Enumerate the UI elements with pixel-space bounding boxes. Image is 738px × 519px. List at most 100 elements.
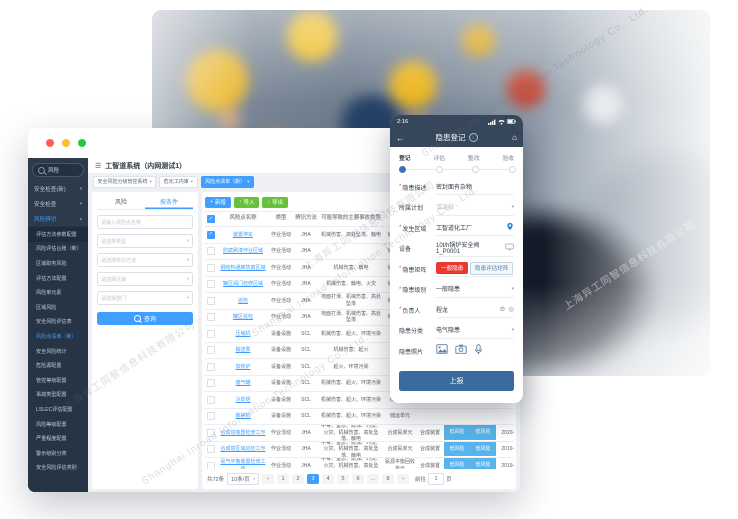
pin-icon[interactable]: [506, 222, 514, 233]
row-checkbox[interactable]: [207, 280, 215, 289]
filter-tab[interactable]: 风险: [114, 200, 127, 206]
risk-point-link[interactable]: 罐区阀门检修区域: [222, 281, 263, 287]
danger-level-button[interactable]: 一般隐患: [436, 262, 469, 275]
open-tab-chip[interactable]: 安全风险分级管控系统 ▾: [93, 175, 157, 188]
risk-point-link[interactable]: 加热炉: [235, 363, 251, 370]
device-icon[interactable]: [505, 243, 514, 253]
sidebar-group-2[interactable]: 安全检查 ▾: [28, 196, 88, 211]
sidebar-item[interactable]: 区域风险: [36, 304, 57, 311]
filter-select[interactable]: 请选择类型 ▾: [97, 234, 193, 248]
sidebar-item[interactable]: LSLEC评估配置: [36, 406, 73, 413]
row-checkbox[interactable]: [207, 346, 215, 355]
field-content[interactable]: 一般隐患 隐患评估矩阵: [436, 261, 514, 278]
risk-point-link[interactable]: 压缩机: [235, 330, 251, 337]
step-label[interactable]: 登记: [399, 156, 411, 162]
sidebar-item[interactable]: 风险点清单（新）: [36, 333, 77, 340]
risk-point-link[interactable]: 输送泵: [235, 347, 251, 353]
prev-page-button[interactable]: ‹: [262, 474, 275, 484]
sidebar-item[interactable]: 安全风险评估表: [36, 319, 72, 326]
import-button[interactable]: ↑ 导入: [233, 196, 260, 208]
sidebar-item[interactable]: 安全风险评估类别: [36, 465, 77, 472]
gear-icon[interactable]: ⚙: [499, 306, 506, 314]
row-checkbox[interactable]: [207, 428, 215, 437]
sidebar-item[interactable]: 事故类型配置: [36, 392, 67, 399]
page-number[interactable]: 8: [382, 474, 395, 484]
sidebar-item[interactable]: 风险等级配置: [36, 421, 67, 428]
row-checkbox[interactable]: [207, 329, 215, 338]
row-checkbox[interactable]: ✓: [207, 230, 215, 239]
field-value[interactable]: 请选择 ▾: [436, 200, 514, 216]
risk-point-link[interactable]: 钢结构通廊防腐区域: [220, 264, 266, 271]
field-value[interactable]: 电气隐患 ▾: [436, 323, 514, 339]
sidebar-item[interactable]: 警示级别分类: [36, 450, 67, 457]
row-checkbox[interactable]: [207, 445, 215, 454]
matrix-evaluate-button[interactable]: 隐患评估矩阵: [470, 261, 513, 275]
field-value[interactable]: 密封面有杂物: [436, 179, 514, 196]
sidebar-item[interactable]: 严重程度配置: [36, 436, 67, 443]
page-number[interactable]: 6: [352, 474, 365, 484]
page-number[interactable]: …: [367, 474, 380, 484]
sidebar-item[interactable]: 评估方法配置: [36, 275, 67, 282]
filter-select[interactable]: 请选择辨识方法 ▾: [97, 253, 193, 267]
risk-point-link[interactable]: 防腐刷漆作业区域: [222, 248, 263, 254]
select-all-checkbox[interactable]: ✓: [207, 215, 215, 223]
field-value[interactable]: 10t/h锅炉安全阀1_P0001: [436, 240, 514, 258]
row-checkbox[interactable]: [207, 395, 215, 404]
info-circle-icon[interactable]: i: [468, 133, 478, 142]
risk-point-link[interactable]: 冷却塔: [235, 396, 251, 403]
field-value[interactable]: 一般隐患 ▾: [436, 282, 514, 298]
row-checkbox[interactable]: [207, 296, 215, 305]
export-button[interactable]: ↓ 导出: [262, 196, 288, 208]
page-number[interactable]: 2: [292, 474, 305, 484]
sidebar-item[interactable]: 风险评估台账（新）: [36, 246, 82, 253]
risk-point-link[interactable]: 合成塔区域巡检工作: [220, 446, 266, 452]
filter-text-input[interactable]: 请输入风险点名称: [97, 215, 193, 229]
field-value[interactable]: 程龙 ⚙ ◎: [436, 302, 514, 319]
sidebar-search-input[interactable]: 风险: [32, 163, 84, 177]
maximize-window-icon[interactable]: [78, 139, 86, 147]
row-checkbox[interactable]: [207, 362, 215, 371]
sidebar-item[interactable]: 区域职务风险: [36, 260, 67, 267]
next-page-button[interactable]: ›: [397, 474, 410, 484]
sidebar-item[interactable]: 安全风险统计: [36, 348, 67, 355]
goto-page-input[interactable]: 1: [428, 473, 445, 485]
submit-button[interactable]: 上报: [399, 370, 514, 391]
risk-point-link[interactable]: 装置停车: [232, 231, 253, 238]
filter-select[interactable]: 请选择区域 ▾: [97, 272, 193, 286]
open-tab-chip[interactable]: 风险点清单（新） ▾: [200, 175, 254, 188]
open-tab-chip[interactable]: 危化工内审 ▾: [159, 175, 198, 188]
risk-point-link[interactable]: 合成塔装置检修工作: [220, 429, 266, 436]
sidebar-item[interactable]: 管控等级配置: [36, 377, 67, 384]
back-arrow-icon[interactable]: ←: [396, 132, 405, 143]
page-number[interactable]: 5: [337, 474, 350, 484]
page-size-select[interactable]: 10条/页 ▾: [227, 473, 260, 485]
contact-icon[interactable]: ◎: [508, 306, 514, 314]
page-number[interactable]: 3: [307, 474, 320, 484]
row-checkbox[interactable]: [207, 263, 215, 272]
row-checkbox[interactable]: [207, 379, 215, 388]
sidebar-group-3[interactable]: 风险辨识 ▴: [28, 211, 88, 226]
minimize-window-icon[interactable]: [62, 139, 70, 147]
row-checkbox[interactable]: [207, 461, 215, 469]
risk-point-link[interactable]: 储气罐: [235, 380, 251, 386]
risk-point-link[interactable]: 巡检: [237, 297, 248, 304]
risk-point-link[interactable]: 破碎机: [235, 413, 251, 419]
sidebar-item[interactable]: 风险单元素: [36, 290, 62, 297]
step-label[interactable]: 整改: [467, 156, 480, 162]
mic-icon[interactable]: [474, 344, 483, 357]
page-number[interactable]: 1: [277, 474, 290, 484]
filter-tab[interactable]: 按条件: [145, 196, 193, 209]
home-icon[interactable]: ⌂: [512, 133, 517, 142]
query-button[interactable]: 查询: [97, 312, 193, 325]
risk-point-link[interactable]: 氨气平衡装置检修工作: [220, 459, 266, 469]
step-label[interactable]: 验收: [502, 156, 514, 162]
camera-icon[interactable]: [455, 344, 467, 357]
step-label[interactable]: 评估: [433, 156, 446, 162]
sidebar-item[interactable]: 危险源配置: [36, 363, 62, 370]
risk-point-link[interactable]: 罐区巡检: [232, 314, 253, 320]
sidebar-group-1[interactable]: 安全检查(新) ▾: [28, 181, 88, 196]
row-checkbox[interactable]: [207, 247, 215, 256]
sidebar-item[interactable]: 评估方法参数配置: [28, 227, 88, 242]
add-button[interactable]: + 新增: [205, 196, 231, 208]
field-value[interactable]: 工智道化工厂: [436, 220, 514, 237]
